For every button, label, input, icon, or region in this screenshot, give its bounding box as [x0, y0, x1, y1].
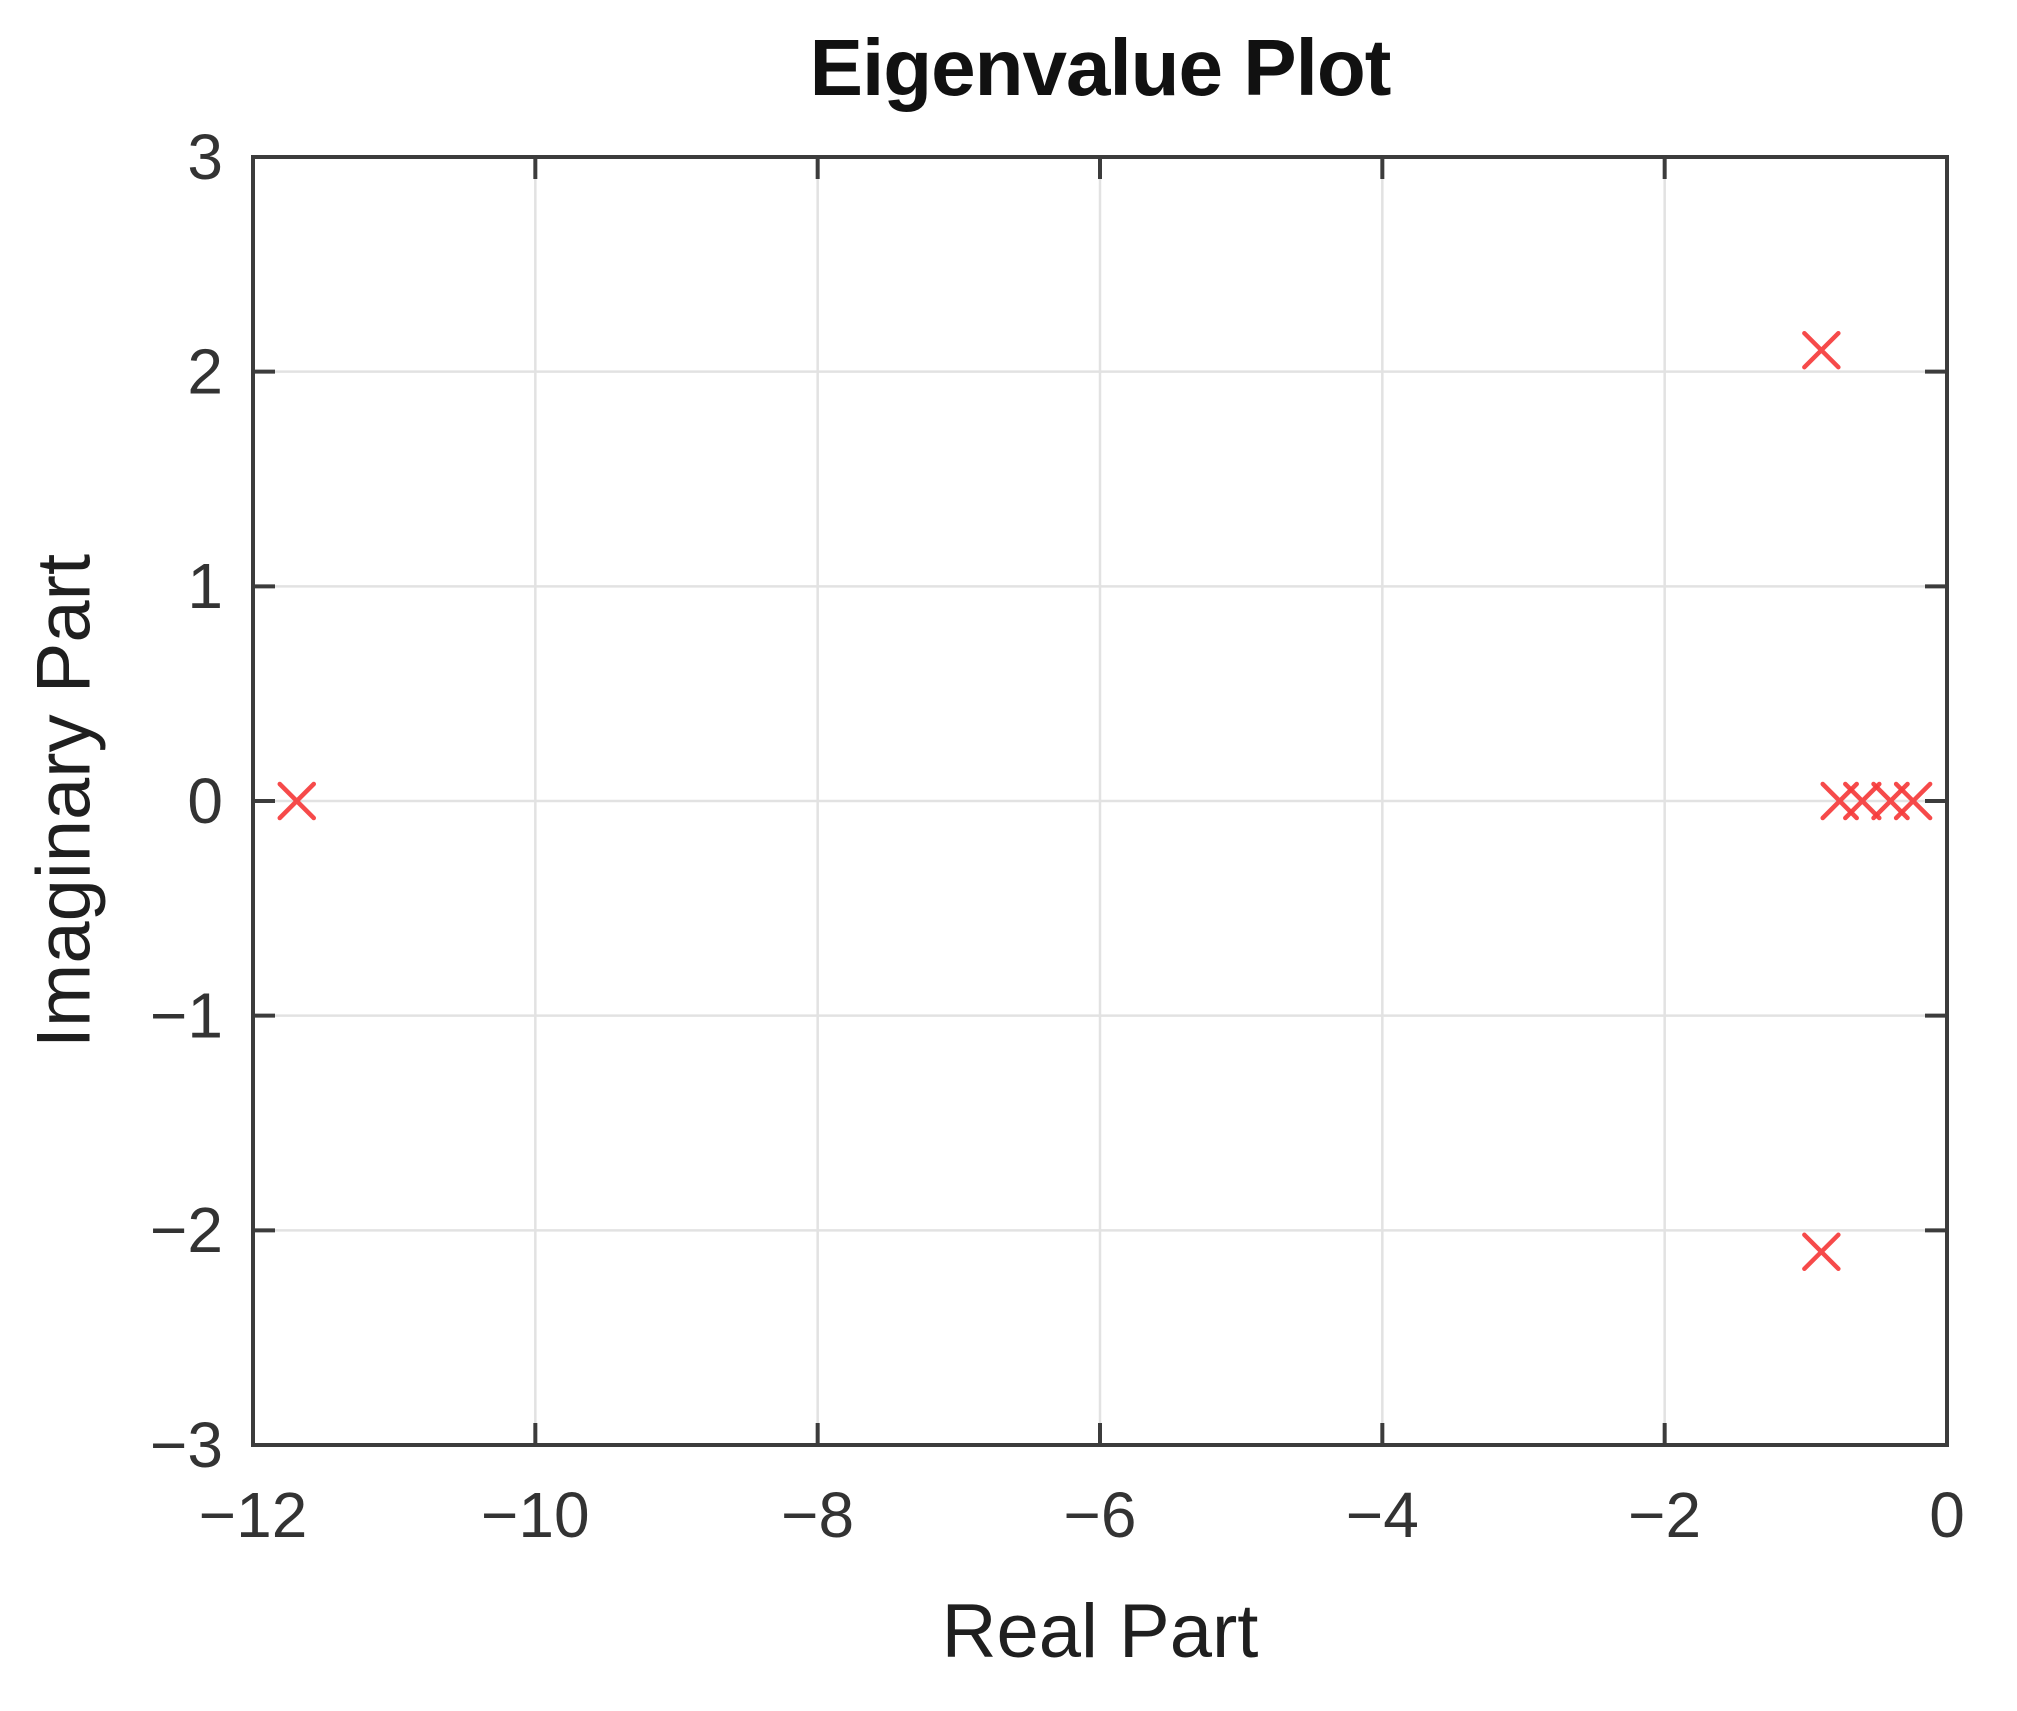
eigenvalue-marker	[1802, 330, 1841, 370]
eigenvalue-marker	[277, 781, 317, 821]
x-axis-label: Real Part	[941, 1589, 1259, 1674]
x-tick-label: −8	[781, 1479, 854, 1551]
y-tick-label: −3	[150, 1409, 223, 1481]
x-tick-label: −10	[481, 1479, 590, 1551]
y-tick-label: 1	[187, 550, 223, 622]
eigenvalue-marker	[1893, 781, 1933, 821]
y-tick-label: 2	[187, 335, 223, 407]
y-tick-label: −2	[150, 1194, 223, 1266]
y-tick-label: 0	[187, 765, 223, 837]
y-tick-label: 3	[187, 121, 223, 193]
x-tick-label: −6	[1064, 1479, 1137, 1551]
x-tick-label: −2	[1628, 1479, 1701, 1551]
chart-title: Eigenvalue Plot	[809, 23, 1392, 112]
y-tick-label: −1	[150, 979, 223, 1051]
eigenvalue-marker	[1802, 1232, 1841, 1272]
x-tick-label: −4	[1346, 1479, 1419, 1551]
x-tick-label: −12	[199, 1479, 308, 1551]
eigenvalue-marker	[1843, 781, 1882, 821]
x-tick-label: 0	[1929, 1479, 1965, 1551]
